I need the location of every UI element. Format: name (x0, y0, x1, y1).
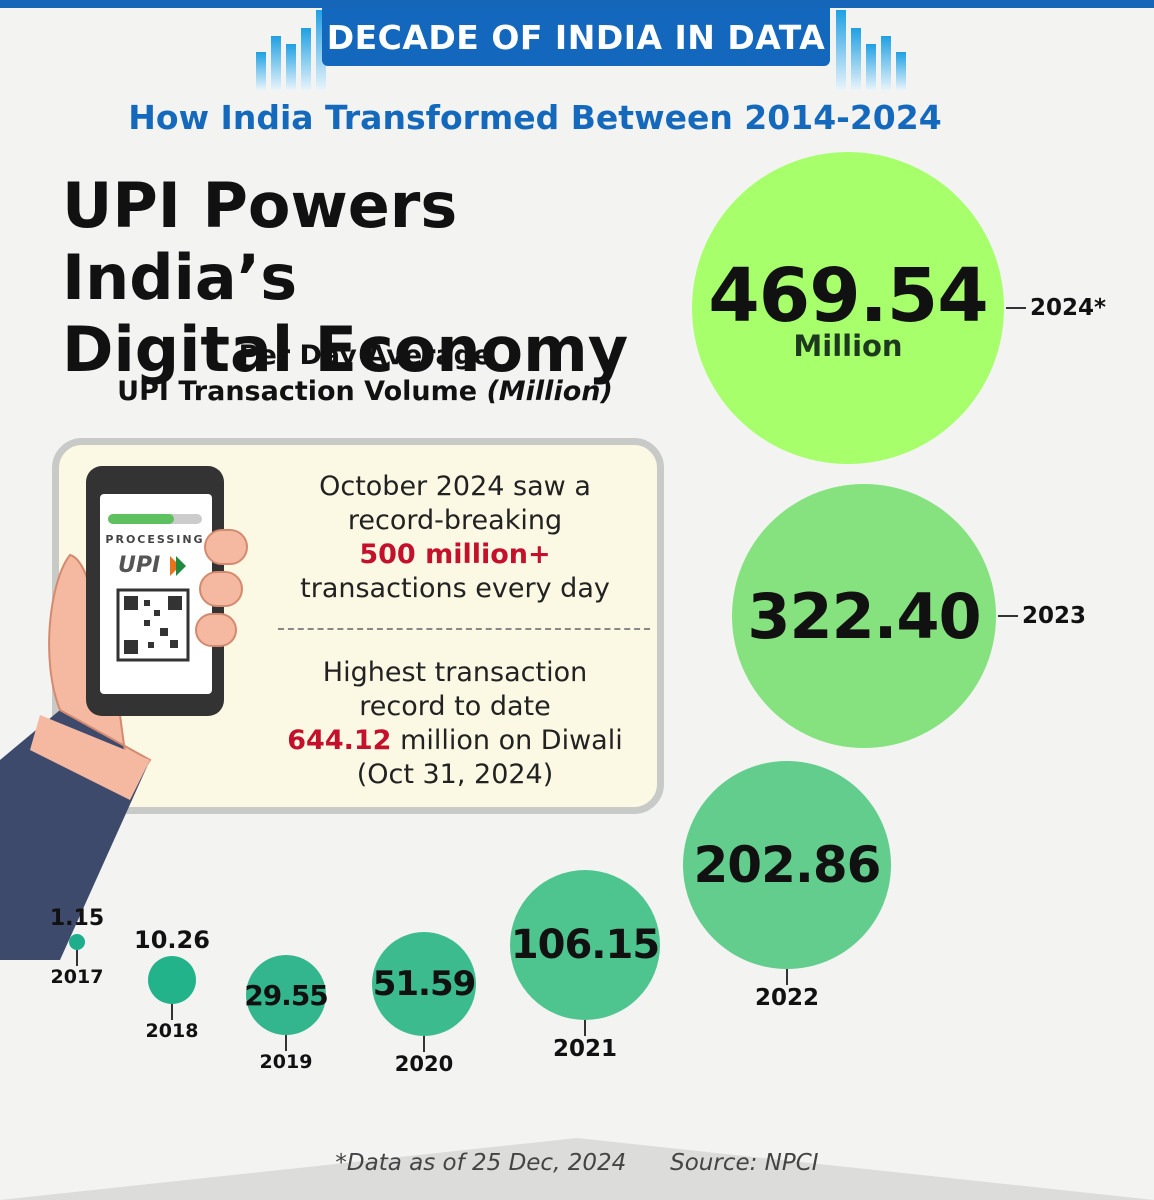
year-label: 2020 (394, 1052, 454, 1076)
bubble-2020: 51.59 (372, 932, 476, 1036)
bubble-unit-label: Million (793, 329, 903, 363)
headline-line1: UPI Powers India’s (62, 169, 458, 314)
bubble-value-label: 322.40 (747, 579, 981, 653)
headline-line2: Digital Economy (62, 313, 629, 386)
year-tick (998, 615, 1018, 617)
bubble-value-label: 51.59 (372, 964, 477, 1004)
year-tick (786, 969, 788, 985)
bubble-2018 (148, 956, 196, 1004)
metric-unit: (Million) (486, 376, 613, 407)
year-tick (285, 1035, 287, 1051)
year-tick (584, 1020, 586, 1036)
fact2-highlight: 644.12 (287, 725, 392, 756)
left-bars-decoration (256, 10, 326, 90)
fact2-line1: Highest transaction (322, 657, 588, 688)
year-label: 2017 (50, 966, 104, 988)
subtitle: How India Transformed Between 2014-2024 (128, 98, 942, 137)
bubble-value-label: 10.26 (134, 926, 210, 954)
footer-source: Source: NPCI (670, 1150, 819, 1176)
year-tick (171, 1004, 173, 1020)
year-label: 2024* (1030, 294, 1107, 321)
year-tick (76, 950, 78, 966)
bubble-2023: 322.40 (732, 484, 996, 748)
fact2-line2: record to date (359, 691, 551, 722)
bubble-2017 (69, 934, 85, 950)
fact1-line2: record-breaking (347, 505, 563, 536)
fact1-line1: October 2024 saw a (319, 471, 591, 502)
year-label: 2019 (259, 1051, 313, 1073)
fact2-line3: 644.12 million on Diwali (270, 724, 640, 758)
bubble-value-label: 29.55 (244, 978, 329, 1012)
year-label: 2021 (552, 1036, 617, 1062)
series-banner: DECADE OF INDIA IN DATA (322, 8, 830, 66)
card-divider (278, 628, 650, 630)
bubble-2022: 202.86 (683, 761, 891, 969)
year-tick (1006, 307, 1026, 309)
bubble-value-label: 202.86 (693, 836, 882, 894)
fact1-highlight: 500 million+ (359, 539, 551, 570)
svg-text:PROCESSING: PROCESSING (105, 533, 204, 546)
metric-label-main: UPI Transaction Volume (117, 376, 478, 407)
banner-text: DECADE OF INDIA IN DATA (326, 17, 826, 57)
fact2-line3-rest: million on Diwali (400, 725, 623, 756)
footer-note: *Data as of 25 Dec, 2024 Source: NPCI (0, 1150, 1154, 1176)
metric-label-line2: UPI Transaction Volume (Million) (100, 376, 630, 407)
year-label: 2023 (1022, 602, 1087, 629)
footer-data-note: *Data as of 25 Dec, 2024 (335, 1150, 627, 1176)
year-label: 2022 (754, 985, 819, 1011)
fact2-line4: (Oct 31, 2024) (356, 759, 554, 790)
hand-phone-illustration: PROCESSING UPI (0, 466, 248, 960)
bubble-value-label: 1.15 (49, 906, 105, 931)
bubble-value-label: 469.54 (708, 253, 989, 339)
right-bars-decoration (836, 10, 906, 90)
bubble-2021: 106.15 (510, 870, 660, 1020)
bubble-2024: 469.54 Million (692, 152, 1004, 464)
year-tick (423, 1036, 425, 1052)
top-band (0, 0, 1154, 8)
year-label: 2018 (145, 1020, 199, 1042)
footer-band (0, 1076, 1154, 1200)
bubble-2019: 29.55 (244, 955, 329, 1035)
svg-text:UPI: UPI (118, 553, 160, 578)
headline: UPI Powers India’s Digital Economy (62, 170, 682, 386)
fact1-line3: transactions every day (300, 573, 610, 604)
card-fact2: Highest transaction record to date 644.1… (270, 656, 640, 792)
card-fact1: October 2024 saw a record-breaking 500 m… (270, 470, 640, 606)
bubble-value-label: 106.15 (510, 922, 660, 968)
metric-label-line1: Per Day Average (238, 340, 492, 371)
